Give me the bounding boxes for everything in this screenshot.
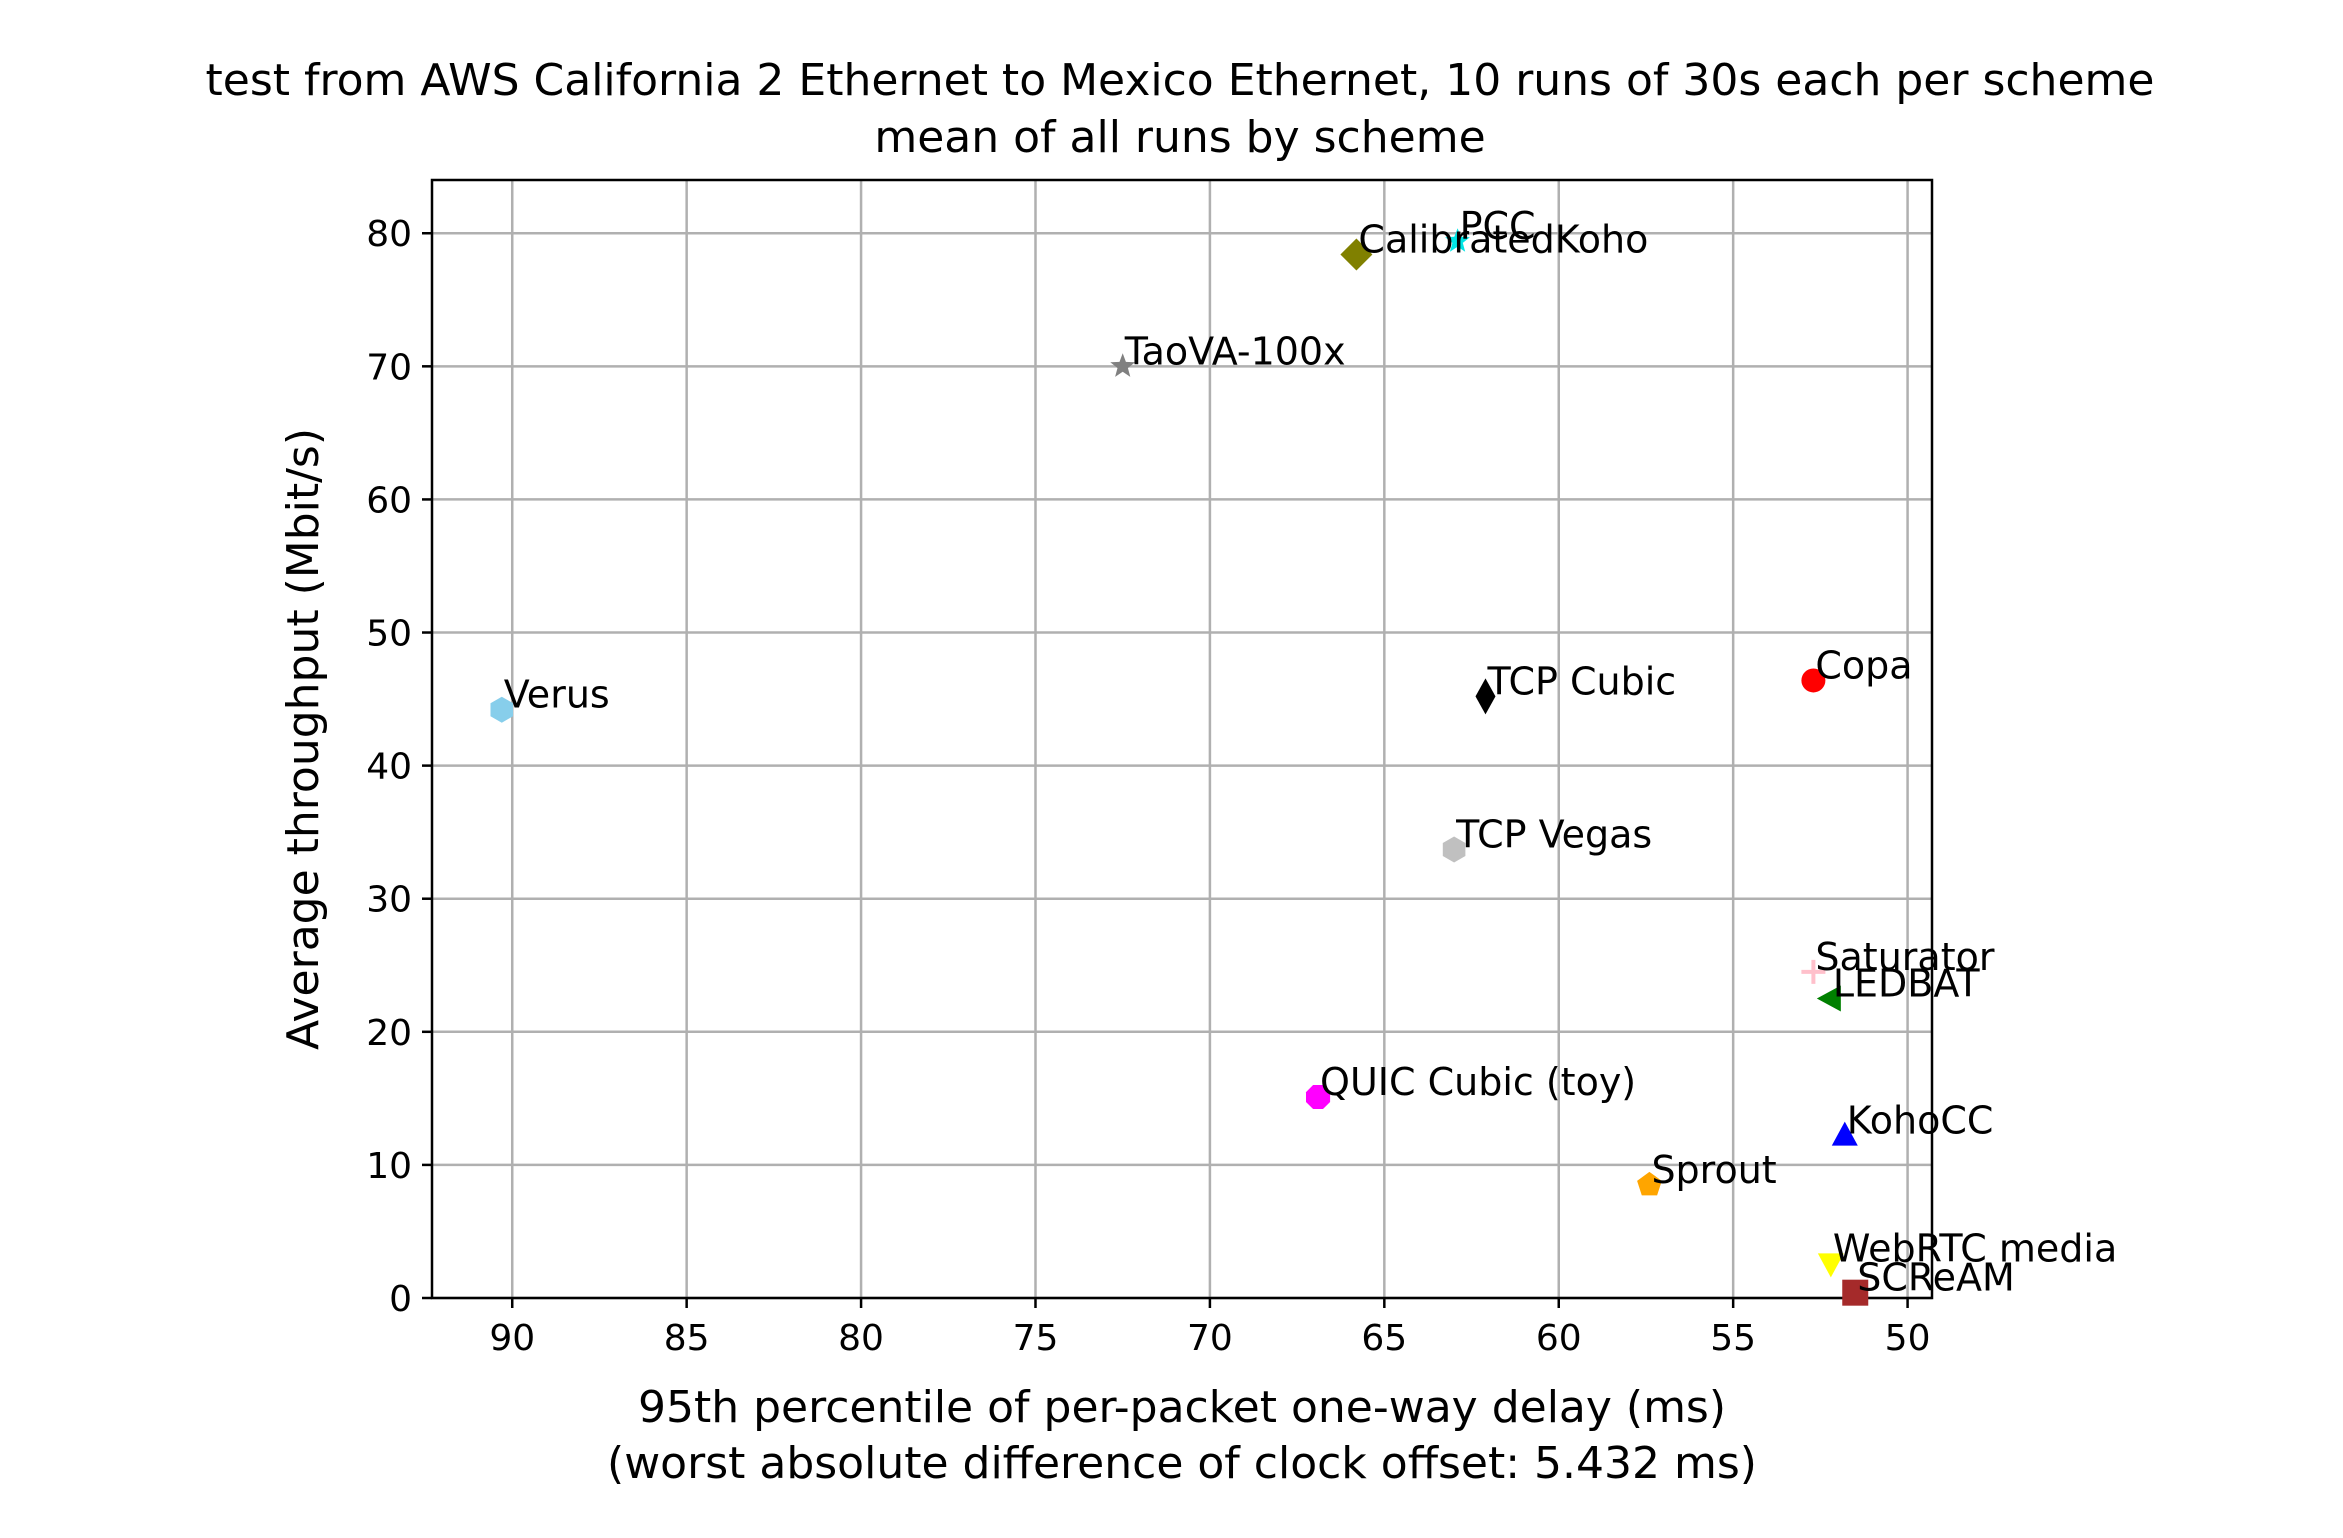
x-tick-label: 50 — [1885, 1318, 1931, 1359]
y-tick-label: 40 — [366, 747, 412, 788]
y-axis-label: Average throughput (Mbit/s) — [278, 428, 329, 1050]
calibratedkoho-marker — [1340, 238, 1373, 271]
quic-cubic-toy-marker — [1306, 1085, 1331, 1109]
chart-title: test from AWS California 2 Ethernet to M… — [206, 55, 2155, 106]
scream-marker — [1842, 1279, 1869, 1306]
y-tick-label: 60 — [366, 480, 412, 521]
grid — [432, 180, 1932, 1300]
quic-cubic-toy-label: QUIC Cubic (toy) — [1320, 1060, 1636, 1104]
x-tick-label: 80 — [838, 1318, 884, 1359]
y-tick-label: 70 — [366, 347, 412, 388]
chart-subtitle: mean of all runs by scheme — [874, 112, 1485, 163]
webrtc-media-marker — [1817, 1253, 1844, 1278]
taova-100x-marker — [1110, 353, 1136, 377]
x-tick-label: 90 — [489, 1318, 535, 1359]
y-tick-label: 20 — [366, 1013, 412, 1054]
tcp-cubic-marker — [1475, 678, 1496, 715]
y-tick-label: 0 — [389, 1279, 412, 1320]
sprout-label: Sprout — [1651, 1148, 1776, 1192]
webrtc-media-label: WebRTC media — [1833, 1226, 2117, 1270]
x-tick-label: 55 — [1710, 1318, 1756, 1359]
saturator-label: Saturator — [1815, 935, 1994, 979]
x-tick-label: 85 — [664, 1318, 710, 1359]
x-tick-label: 75 — [1013, 1318, 1059, 1359]
kohocc-label: KohoCC — [1847, 1099, 1994, 1143]
x-tick-label: 65 — [1361, 1318, 1407, 1359]
x-tick-label: 70 — [1187, 1318, 1233, 1359]
tcp-vegas-label: TCP Vegas — [1455, 812, 1652, 856]
tcp-vegas-marker — [1442, 836, 1466, 863]
ledbat-label: LEDBAT — [1833, 962, 1981, 1006]
verus-label: Verus — [504, 673, 610, 717]
y-tick-label: 50 — [366, 614, 412, 655]
sprout-marker — [1637, 1171, 1662, 1196]
x-tick-label: 60 — [1536, 1318, 1582, 1359]
tcp-cubic-label: TCP Cubic — [1486, 659, 1676, 703]
scream-label: SCReAM — [1857, 1256, 2015, 1300]
y-tick-label: 30 — [366, 880, 412, 921]
calibratedkoho-label: CalibratedKoho — [1358, 218, 1648, 262]
verus-marker — [490, 696, 513, 723]
taova-100x-label: TaoVA-100x — [1124, 329, 1346, 373]
pcc-label: PCC — [1460, 204, 1536, 248]
pcc-marker — [1445, 228, 1470, 252]
copa-marker — [1801, 668, 1826, 693]
y-tick-label: 10 — [366, 1146, 412, 1187]
plot-frame — [430, 178, 1934, 1300]
kohocc-marker — [1831, 1121, 1858, 1146]
y-tick-label: 80 — [366, 214, 412, 255]
copa-label: Copa — [1815, 643, 1912, 687]
axis-ticks: 90 85 80 75 70 65 60 55 50 0 10 20 30 40 50 60 70 80 — [366, 214, 1930, 1359]
x-axis-sublabel: (worst absolute difference of clock offs… — [607, 1438, 1757, 1489]
x-axis-label: 95th percentile of per-packet one-way de… — [638, 1382, 1726, 1433]
ledbat-marker — [1816, 985, 1841, 1012]
saturator-marker — [1801, 959, 1826, 984]
